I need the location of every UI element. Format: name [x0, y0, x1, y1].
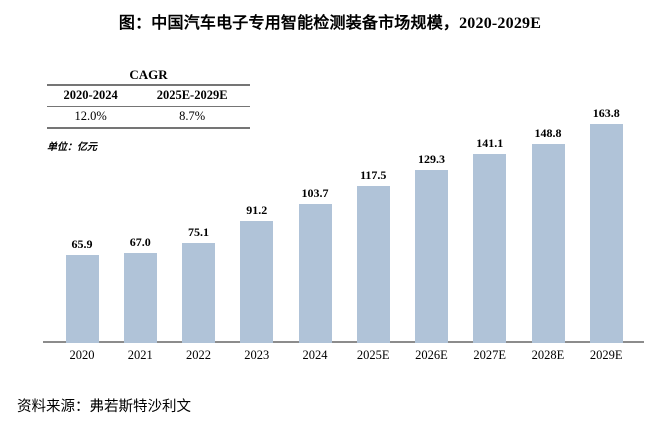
- bar-value-label: 117.5: [360, 167, 387, 182]
- bar-2023: [240, 221, 274, 343]
- bar-2020: [65, 254, 99, 343]
- bar-2027E: [473, 154, 507, 343]
- bar-value-label: 148.8: [534, 126, 562, 141]
- x-axis-label: 2023: [244, 348, 270, 362]
- cagr-table-caption: CAGR: [129, 67, 168, 82]
- x-axis-label: 2028E: [531, 348, 565, 362]
- cagr-value-period-1: 12.0%: [74, 109, 107, 123]
- cagr-header-row: 2020-2024 2025E-2029E: [47, 84, 250, 107]
- x-axis-label: 2021: [127, 348, 153, 362]
- cagr-table: CAGR 2020-2024 2025E-2029E 12.0% 8.7%: [47, 66, 250, 129]
- bar-value-label: 103.7: [301, 186, 329, 201]
- x-axis-label: 2020: [69, 348, 95, 362]
- bar-2021: [123, 253, 157, 343]
- x-axis-label: 2026E: [415, 348, 448, 362]
- bar-2029E: [589, 123, 623, 343]
- cagr-value-row: 12.0% 8.7%: [47, 107, 250, 129]
- x-axis-label: 2024: [302, 348, 328, 362]
- x-axis-line: [43, 341, 644, 343]
- bar-value-label: 67.0: [129, 235, 151, 250]
- x-axis-label: 2027E: [473, 348, 507, 362]
- unit-label: 单位：亿元: [47, 142, 97, 153]
- bar-2028E: [531, 144, 565, 343]
- bar-2022: [182, 242, 215, 343]
- cagr-header-period-2: 2025E-2029E: [156, 88, 228, 102]
- bar-2024: [298, 204, 332, 343]
- bar-value-label: 75.1: [188, 224, 209, 239]
- bar-2026E: [415, 170, 448, 343]
- bar-2025E: [356, 185, 390, 343]
- bar-value-label: 163.8: [592, 105, 620, 120]
- bar-value-label: 141.1: [476, 136, 504, 151]
- cagr-header-period-1: 2020-2024: [63, 88, 118, 102]
- source-note: 资料来源：弗若斯特沙利文: [17, 399, 191, 415]
- figure-title: 图：中国汽车电子专用智能检测装备市场规模，2020-2029E: [118, 15, 542, 32]
- x-axis-label: 2025E: [356, 348, 390, 362]
- cagr-value-period-2: 8.7%: [179, 109, 206, 123]
- x-axis-label: 2022: [186, 348, 211, 362]
- x-axis-label: 2029E: [589, 348, 623, 362]
- bar-value-label: 129.3: [418, 152, 445, 167]
- bar-value-label: 91.2: [246, 203, 268, 218]
- bar-value-label: 65.9: [71, 236, 93, 251]
